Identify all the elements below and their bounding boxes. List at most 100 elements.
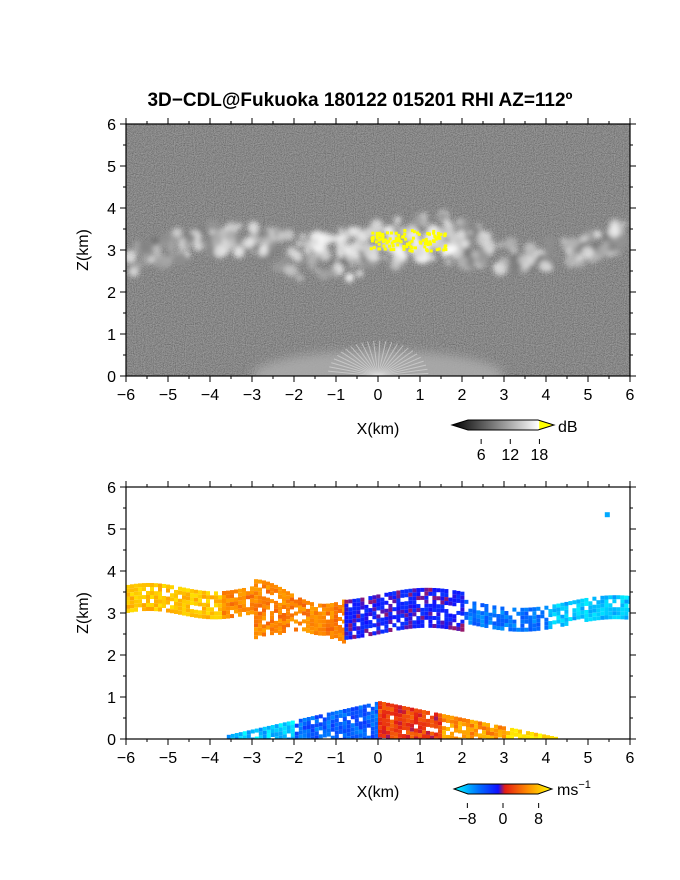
velocity-pixel [186,600,190,605]
strong-echo-pixel [411,236,415,240]
cloud-echo-blob [355,269,364,278]
cloud-echo-blob [444,258,453,266]
strong-echo-pixel [436,236,440,240]
cloud-echo-blob [279,256,290,267]
velocity-pixel [492,613,497,618]
velocity-pixel [362,720,367,725]
velocity-pixel [392,623,397,628]
strong-echo-pixel [381,232,385,236]
velocity-pixel [408,620,413,625]
velocity-pixel [464,615,469,620]
cloud-echo-blob [468,230,473,235]
velocity-pixel [134,599,138,604]
velocity-pixel [158,595,162,600]
velocity-pixel [182,591,186,596]
velocity-colorbar-unit-exponent: −1 [578,779,591,791]
clutter-ray [377,368,428,376]
velocity-pixel [436,612,441,617]
cloud-echo-blob [321,273,328,281]
velocity-pixel [250,610,254,615]
velocity-pixel [166,608,170,613]
velocity-pixel [194,609,198,614]
velocity-pixel [498,733,502,738]
velocity-pixel [262,616,266,621]
clutter-ray [377,356,421,376]
velocity-pixel [226,606,230,611]
y-tick-label: 5 [107,522,116,539]
velocity-pixel [580,598,585,603]
strong-echo-pixel [388,237,392,241]
strong-echo-pixel [408,241,412,245]
velocity-pixel [426,730,430,735]
velocity-pixel [400,601,405,606]
cloud-echo-blob [560,237,567,244]
velocity-pixel [202,606,206,611]
velocity-pixel [372,631,377,636]
velocity-pixel [346,712,351,717]
clutter-ray [340,351,379,376]
velocity-pixel [480,603,485,608]
velocity-pixel [346,720,351,725]
velocity-pixel [456,594,461,599]
velocity-pixel [186,604,190,609]
clutter-ray [373,340,379,376]
velocity-pixel [454,736,458,739]
velocity-pixel [580,606,585,611]
velocity-pixel [326,607,330,612]
velocity-pixel [430,731,434,736]
velocity-pixel [382,730,386,735]
velocity-pixel [346,724,351,729]
velocity-pixel [448,597,453,602]
velocity-pixel [506,735,510,739]
velocity-pixel [278,590,282,595]
velocity-pixel [410,711,414,716]
cloud-echo-blob [183,231,190,238]
velocity-pixel [498,729,502,734]
velocity-pixel [514,732,518,737]
velocity-pixel [314,623,318,628]
velocity-pixel [520,615,525,620]
velocity-pixel [404,609,409,614]
velocity-pixel [314,715,319,720]
cloud-core-blob [337,251,344,259]
velocity-pixel [428,619,433,624]
velocity-pixel [170,593,174,598]
velocity-pixel [408,588,413,593]
velocity-pixel [198,590,202,595]
strong-echo-pixel [444,248,448,252]
velocity-pixel [326,720,331,725]
velocity-pixel [186,608,190,613]
velocity-pixel [138,583,142,588]
velocity-pixel [438,733,442,738]
velocity-pixel [364,628,369,633]
cloud-core-blob [451,251,460,260]
velocity-pixel [486,735,490,739]
velocity-pixel [418,717,422,722]
velocity-pixel [382,734,386,739]
cloud-echo-blob [443,219,452,229]
cloud-echo-blob [172,227,183,238]
velocity-pixel [384,624,389,629]
velocity-pixel [306,620,310,625]
velocity-pixel [186,596,190,601]
velocity-pixel [242,735,247,739]
velocity-pixel [250,586,254,591]
velocity-pixel [422,734,426,739]
velocity-pixel [484,623,489,628]
velocity-pixel [446,734,450,739]
cloud-echo-blob [160,256,173,268]
velocity-pixel [518,729,522,734]
velocity-pixel [468,608,473,613]
velocity-pixel [362,716,367,721]
strong-echo-pixel [381,237,385,241]
velocity-pixel [258,595,262,600]
velocity-pixel [440,620,445,625]
velocity-pixel [404,605,409,610]
velocity-pixel [348,615,353,620]
velocity-pixel [362,736,367,739]
velocity-pixel [588,609,593,614]
velocity-pixel [456,610,461,615]
velocity-pixel [458,721,462,726]
velocity-pixel [314,719,319,724]
